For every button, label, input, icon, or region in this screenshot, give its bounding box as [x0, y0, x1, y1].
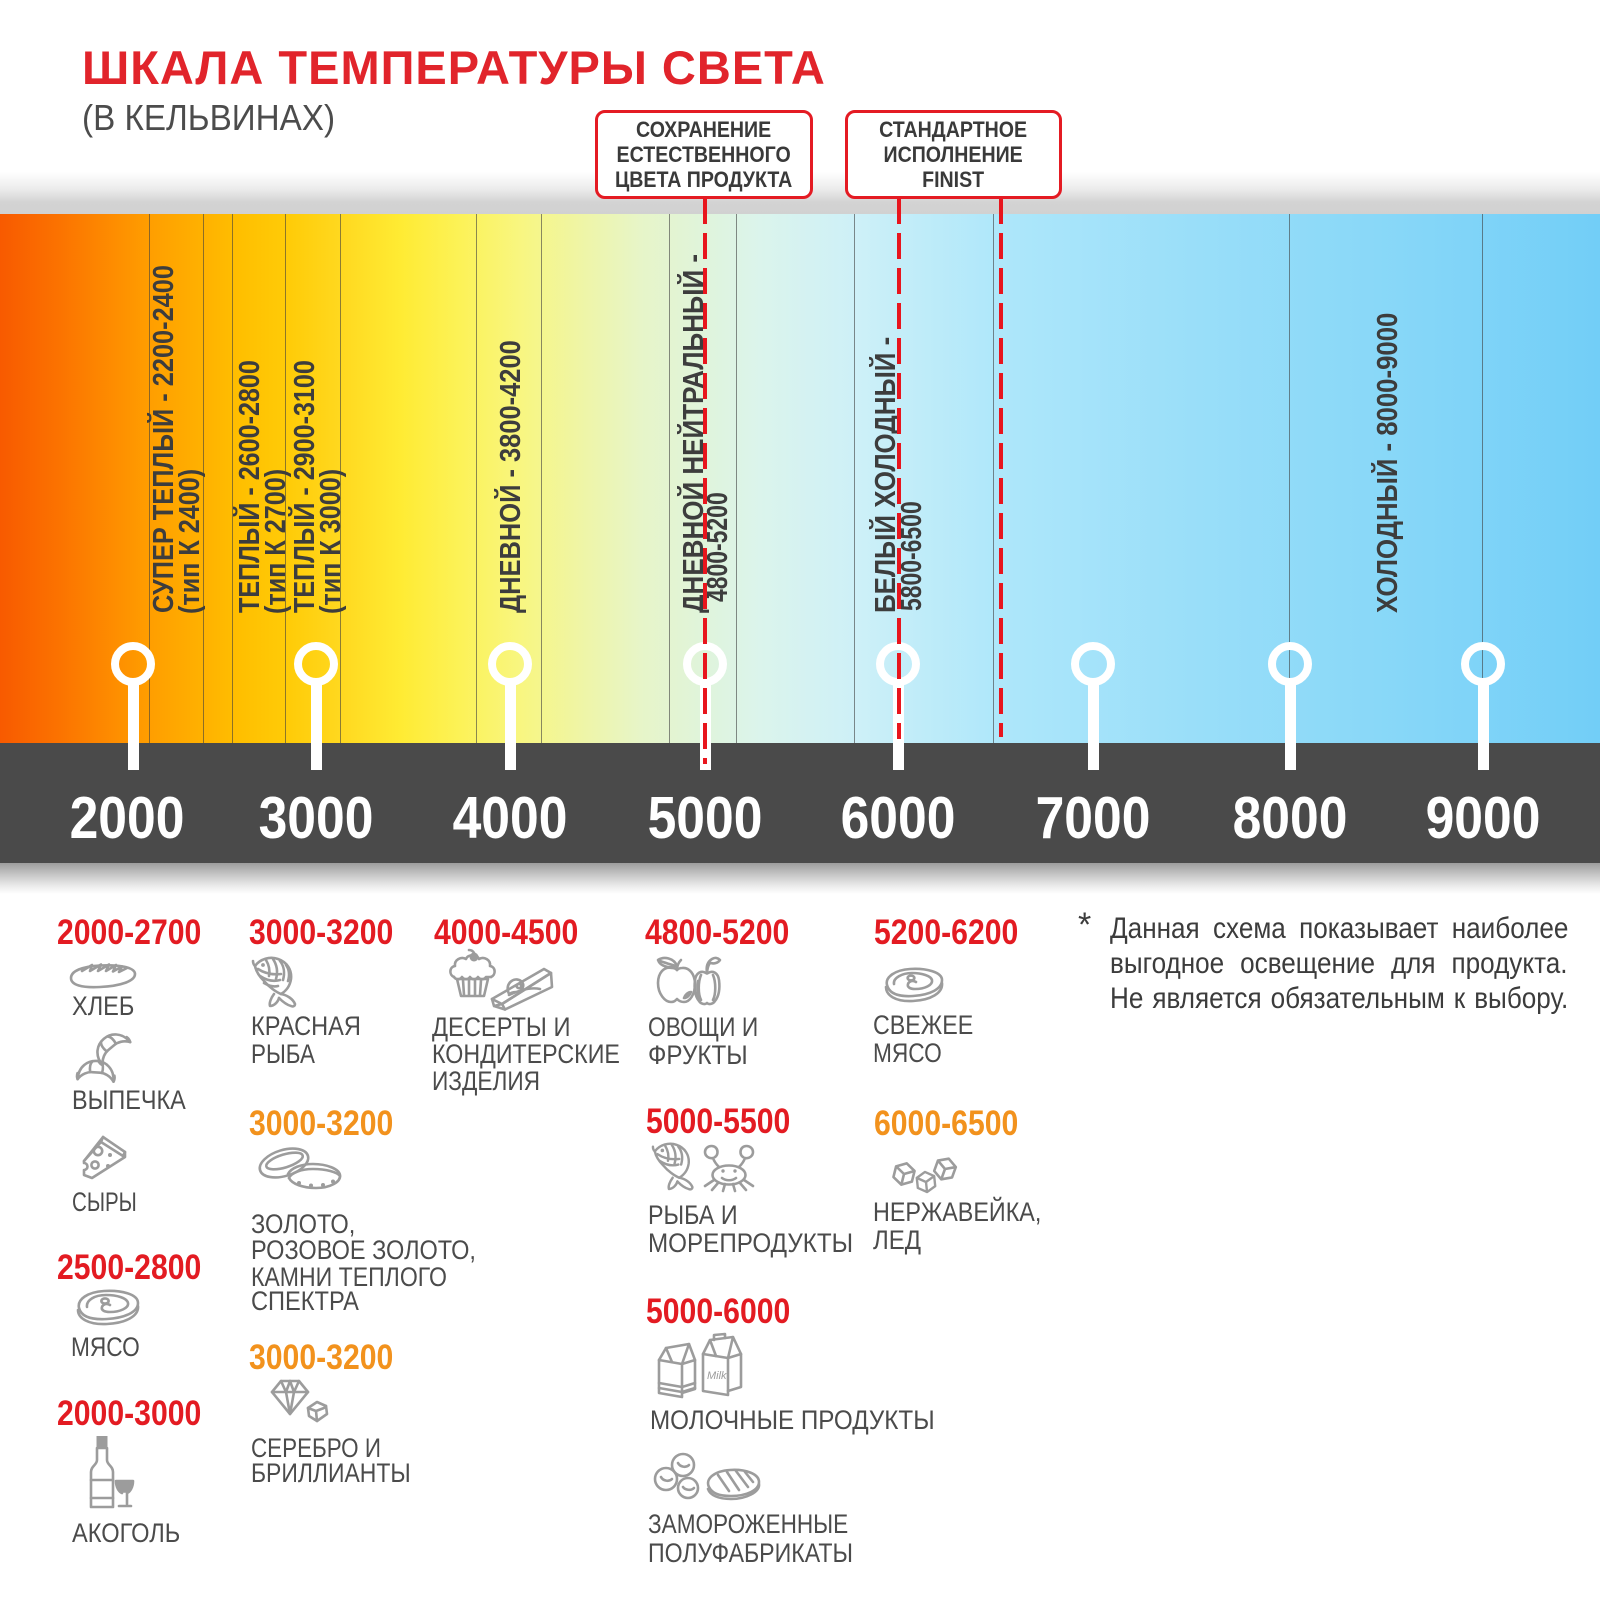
svg-text:Milk: Milk: [707, 1370, 727, 1382]
